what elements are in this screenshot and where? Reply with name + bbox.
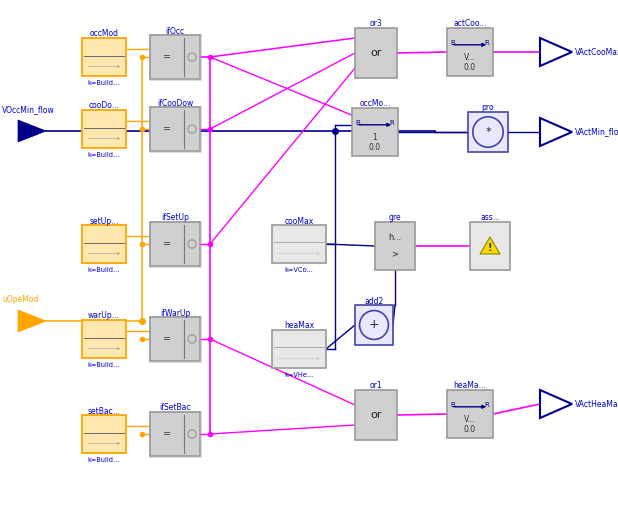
Circle shape (189, 241, 195, 247)
Text: cooMax: cooMax (284, 217, 313, 225)
Text: =: = (163, 334, 172, 344)
FancyBboxPatch shape (150, 317, 200, 361)
Text: h...: h... (388, 234, 402, 242)
Text: *: * (485, 127, 491, 137)
Circle shape (189, 336, 195, 342)
FancyBboxPatch shape (352, 108, 398, 156)
FancyBboxPatch shape (355, 28, 397, 78)
Text: k=Build...: k=Build... (88, 80, 120, 86)
Text: or1: or1 (370, 381, 383, 391)
FancyBboxPatch shape (150, 412, 200, 456)
Text: ifWarUp: ifWarUp (160, 309, 190, 318)
Text: k=Build...: k=Build... (88, 152, 120, 158)
FancyBboxPatch shape (272, 225, 326, 263)
FancyBboxPatch shape (447, 28, 493, 76)
Text: or: or (370, 410, 382, 420)
Text: ifCooDow: ifCooDow (157, 98, 193, 108)
Text: warUp...: warUp... (88, 311, 120, 321)
Polygon shape (540, 38, 572, 66)
Text: V...: V... (464, 53, 476, 62)
Text: occMod: occMod (90, 30, 119, 38)
Circle shape (189, 126, 195, 132)
Text: VOccMin_flow: VOccMin_flow (2, 106, 55, 114)
Text: R: R (485, 40, 489, 46)
Text: !: ! (488, 243, 493, 253)
FancyBboxPatch shape (82, 225, 126, 263)
Text: R: R (485, 402, 489, 408)
Text: k=Build...: k=Build... (88, 267, 120, 273)
Text: heaMax: heaMax (284, 322, 314, 330)
Text: uOpeMod: uOpeMod (2, 295, 38, 305)
FancyBboxPatch shape (355, 390, 397, 440)
Circle shape (189, 431, 195, 437)
Text: +: + (369, 319, 379, 332)
FancyBboxPatch shape (82, 320, 126, 358)
Text: 0.0: 0.0 (464, 425, 476, 434)
Text: VActCooMax_flow: VActCooMax_flow (575, 48, 618, 56)
Polygon shape (480, 237, 500, 254)
Text: k=Build...: k=Build... (88, 457, 120, 463)
Text: V...: V... (464, 415, 476, 424)
Text: heaMa...: heaMa... (454, 381, 486, 391)
Text: pro: pro (481, 104, 494, 112)
Text: R: R (389, 120, 394, 126)
FancyBboxPatch shape (272, 330, 326, 368)
FancyBboxPatch shape (82, 110, 126, 148)
Text: ifOcc: ifOcc (166, 26, 185, 36)
Text: actCoo...: actCoo... (453, 20, 487, 28)
FancyBboxPatch shape (150, 222, 200, 266)
Text: k=VHe...: k=VHe... (284, 372, 313, 378)
Text: or3: or3 (370, 20, 383, 28)
FancyBboxPatch shape (150, 107, 200, 151)
Polygon shape (18, 310, 46, 332)
Text: =: = (163, 429, 172, 439)
Text: add2: add2 (365, 296, 384, 306)
Text: or: or (370, 48, 382, 58)
Text: setUp...: setUp... (90, 217, 119, 225)
FancyBboxPatch shape (355, 305, 393, 345)
Text: =: = (163, 239, 172, 249)
FancyBboxPatch shape (82, 38, 126, 76)
Text: ifSetBac: ifSetBac (159, 404, 191, 412)
Text: B: B (355, 120, 360, 126)
FancyBboxPatch shape (468, 112, 508, 152)
Polygon shape (540, 390, 572, 418)
FancyBboxPatch shape (150, 35, 200, 79)
Text: k=Build...: k=Build... (88, 362, 120, 368)
Circle shape (188, 240, 196, 248)
Text: k=VCo...: k=VCo... (284, 267, 313, 273)
Text: =: = (163, 52, 172, 62)
Circle shape (188, 335, 196, 343)
FancyBboxPatch shape (375, 222, 415, 270)
Text: 0.0: 0.0 (464, 63, 476, 72)
Text: B: B (451, 402, 455, 408)
Text: ifSetUp: ifSetUp (161, 213, 189, 223)
Polygon shape (540, 118, 572, 146)
Text: 1: 1 (373, 133, 378, 142)
Text: setBac...: setBac... (88, 407, 121, 415)
FancyBboxPatch shape (447, 390, 493, 438)
Text: B: B (451, 40, 455, 46)
FancyBboxPatch shape (470, 222, 510, 270)
Text: cooDo...: cooDo... (88, 102, 119, 110)
FancyBboxPatch shape (82, 415, 126, 453)
Text: =: = (163, 124, 172, 134)
Circle shape (188, 125, 196, 133)
Polygon shape (18, 120, 46, 142)
Circle shape (189, 54, 195, 60)
Circle shape (188, 430, 196, 438)
Text: VActHeaMax_flow: VActHeaMax_flow (575, 399, 618, 409)
Text: VActMin_flow: VActMin_flow (575, 127, 618, 137)
Text: occMo...: occMo... (360, 99, 391, 108)
Text: gre: gre (389, 213, 401, 223)
Text: >: > (391, 250, 399, 258)
Circle shape (188, 53, 196, 61)
Text: 0.0: 0.0 (369, 143, 381, 152)
Text: ass...: ass... (480, 213, 500, 223)
